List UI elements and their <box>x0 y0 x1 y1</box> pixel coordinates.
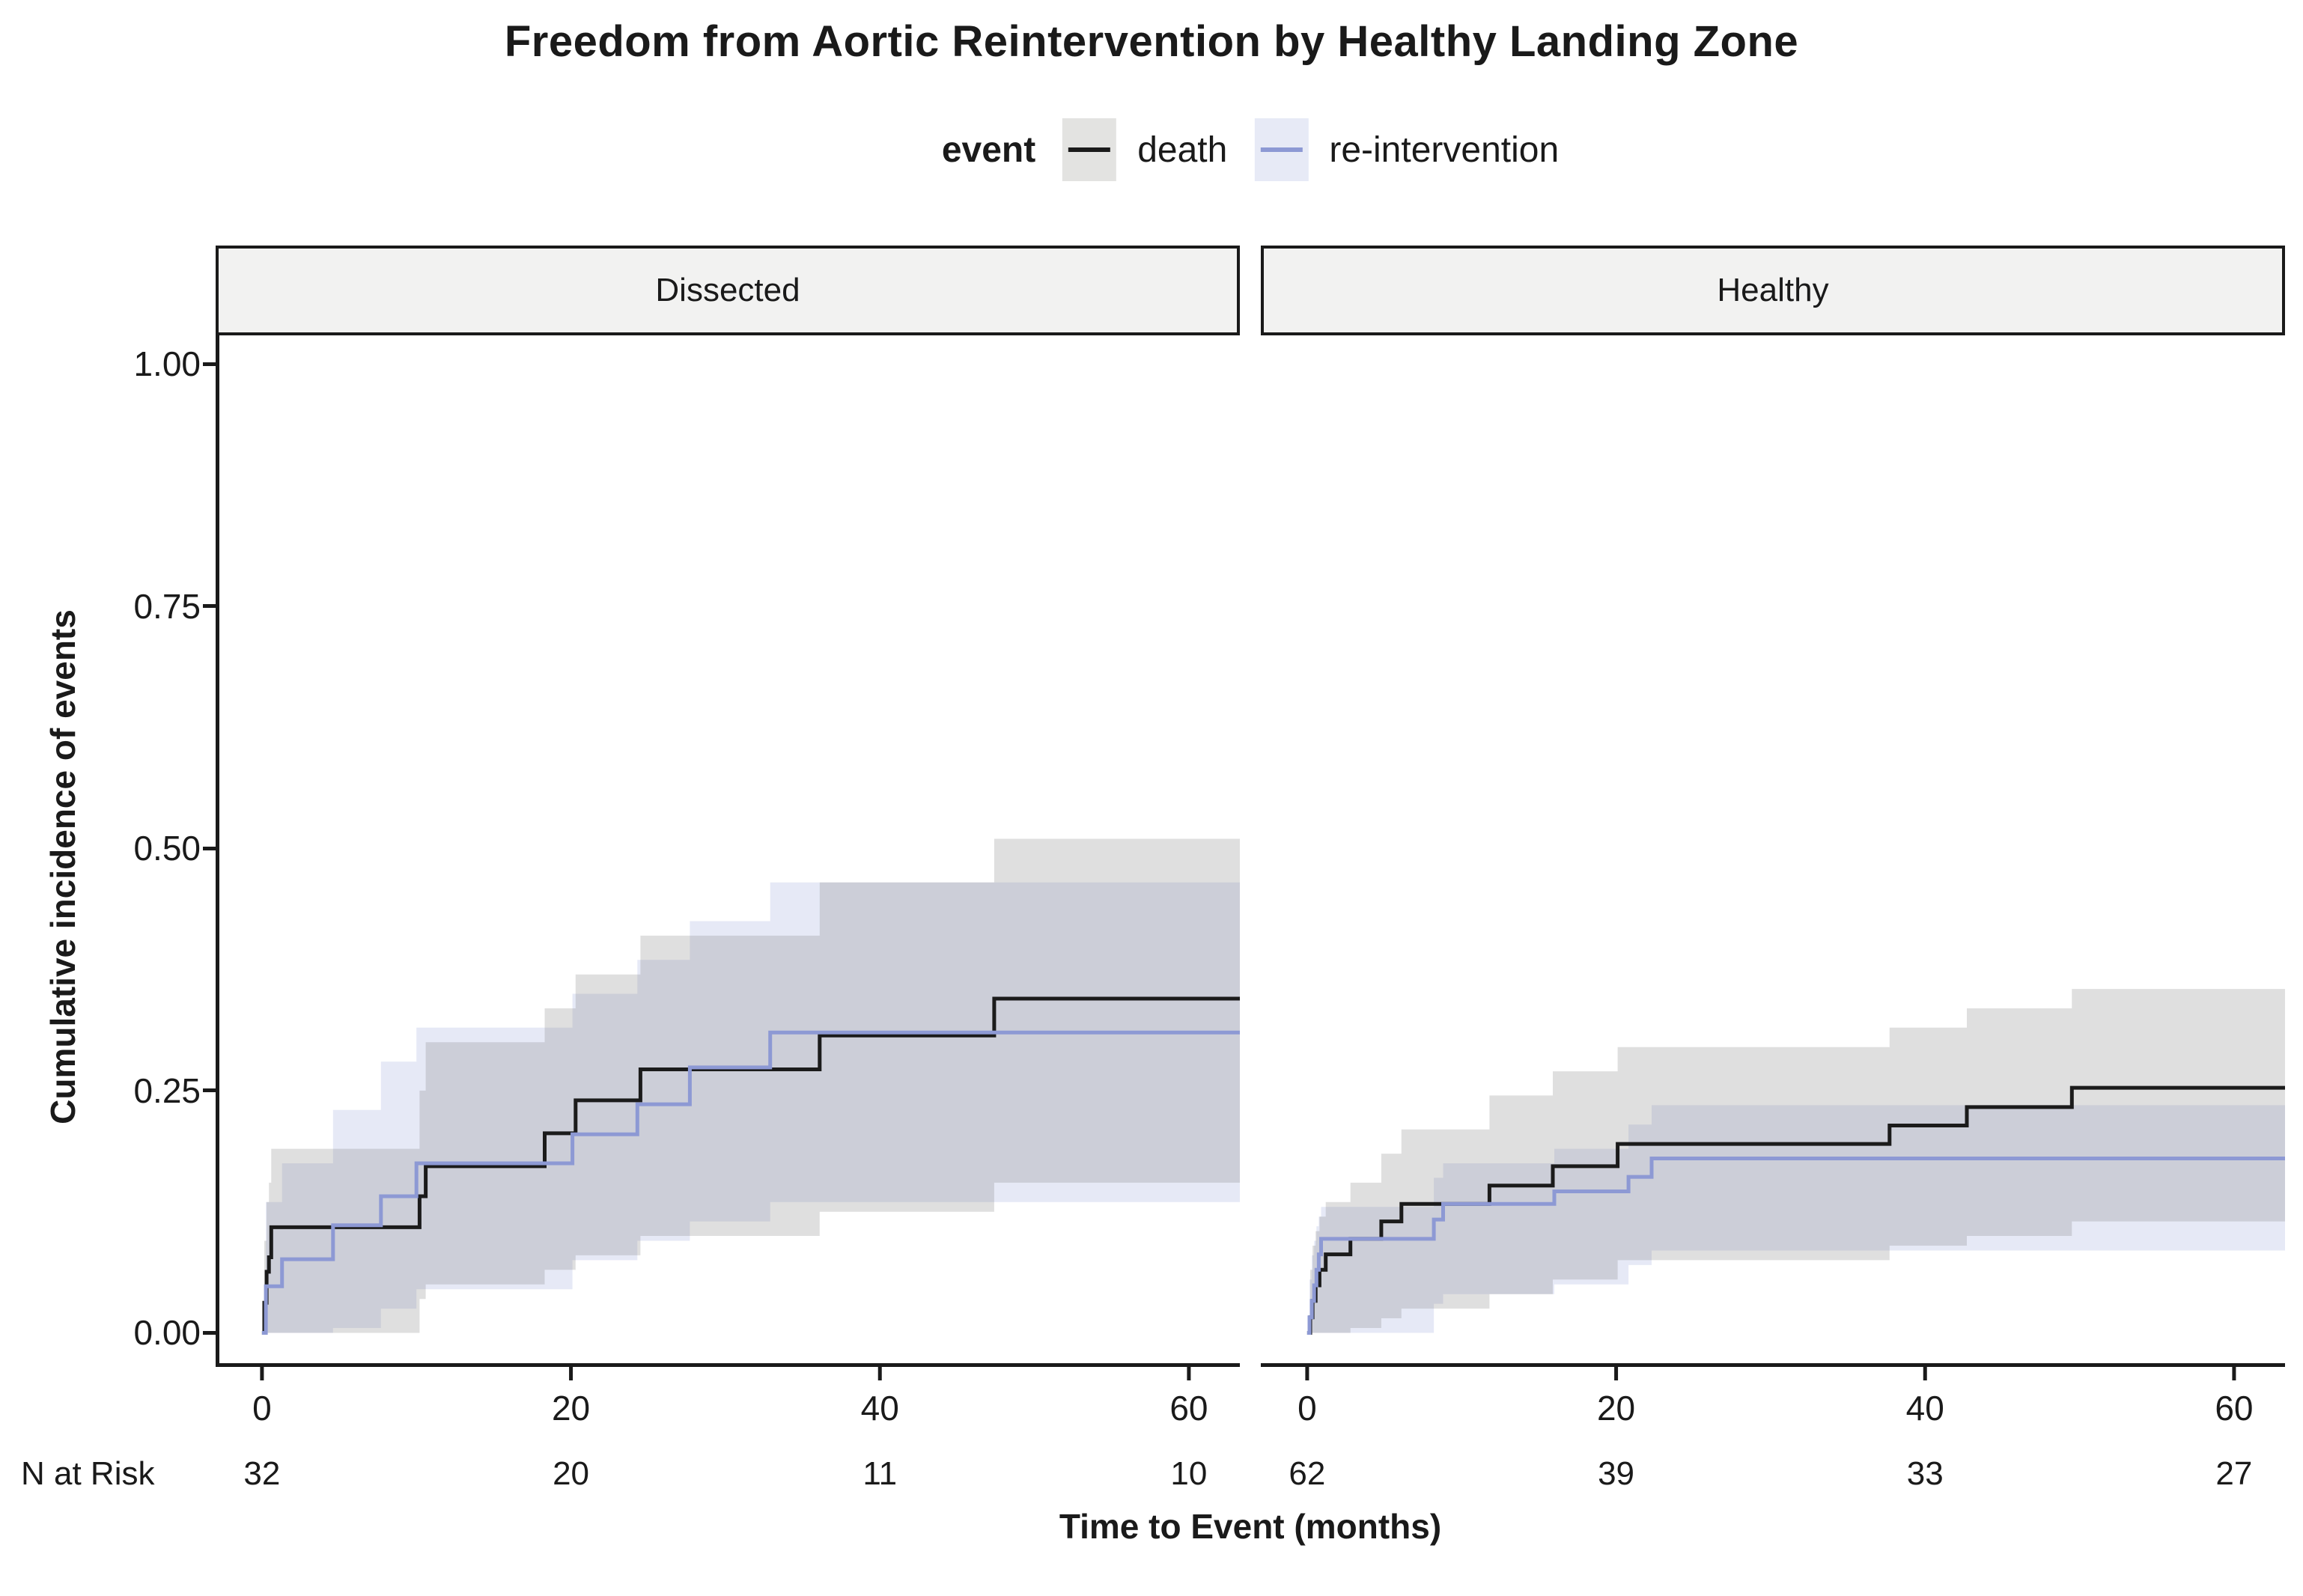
re-intervention-confidence-band <box>266 882 1240 1333</box>
legend-label-death: death <box>1137 130 1228 170</box>
re-intervention-confidence-band <box>1309 1105 2285 1333</box>
legend: event death re-intervention <box>942 114 1559 186</box>
y-tick-label: 0.75 <box>133 586 201 626</box>
n-at-risk-value: 11 <box>863 1455 898 1492</box>
legend-key-reintervention <box>1254 118 1309 181</box>
panel-plot-dissected <box>216 335 1240 1380</box>
legend-item-reintervention: re-intervention <box>1254 118 1559 181</box>
x-tick-label: 40 <box>860 1389 899 1428</box>
y-tick-mark <box>203 604 216 609</box>
y-tick-label: 0.00 <box>133 1313 201 1353</box>
death-confidence-band <box>1310 989 2285 1333</box>
n-at-risk-value: 32 <box>243 1455 281 1492</box>
legend-key-death <box>1062 118 1117 181</box>
n-at-risk-label: N at Risk <box>21 1455 155 1492</box>
n-at-risk-value: 33 <box>1906 1455 1944 1492</box>
y-tick-mark <box>203 846 216 850</box>
y-tick-label: 0.50 <box>133 829 201 868</box>
chart-title: Freedom from Aortic Reintervention by He… <box>504 17 1799 66</box>
facet-strip-dissected: Dissected <box>216 246 1240 335</box>
n-at-risk-value: 39 <box>1598 1455 1635 1492</box>
x-tick-label: 0 <box>1297 1389 1317 1428</box>
y-tick-label: 0.25 <box>133 1070 201 1110</box>
death-keyline-icon <box>1068 147 1111 152</box>
legend-label-reintervention: re-intervention <box>1329 130 1560 170</box>
x-tick-label: 60 <box>1169 1389 1208 1428</box>
facet-strip-healthy: Healthy <box>1261 246 2285 335</box>
re-intervention-step-curve <box>1306 1157 2285 1335</box>
x-tick-label: 20 <box>551 1389 591 1428</box>
y-tick-mark <box>203 1088 216 1093</box>
death-step-curve <box>261 996 1240 1335</box>
x-tick-label: 0 <box>252 1389 272 1428</box>
n-at-risk-value: 10 <box>1170 1455 1208 1492</box>
y-tick-label: 1.00 <box>133 344 201 384</box>
x-tick-label: 40 <box>1905 1389 1944 1428</box>
x-tick-label: 20 <box>1596 1389 1636 1428</box>
death-confidence-band <box>264 838 1240 1333</box>
y-tick-mark <box>203 1330 216 1335</box>
reintervention-keyline-icon <box>1260 147 1303 152</box>
x-tick-label: 60 <box>2215 1389 2254 1428</box>
legend-item-death: death <box>1062 118 1227 181</box>
y-tick-mark <box>203 362 216 366</box>
n-at-risk-value: 27 <box>2215 1455 2253 1492</box>
n-at-risk-value: 62 <box>1289 1455 1326 1492</box>
panel-plot-healthy <box>1261 989 2285 1380</box>
re-intervention-step-curve <box>261 1030 1240 1335</box>
x-axis-title: Time to Event (months) <box>1059 1507 1442 1546</box>
legend-title: event <box>941 130 1036 170</box>
n-at-risk-value: 20 <box>553 1455 590 1492</box>
